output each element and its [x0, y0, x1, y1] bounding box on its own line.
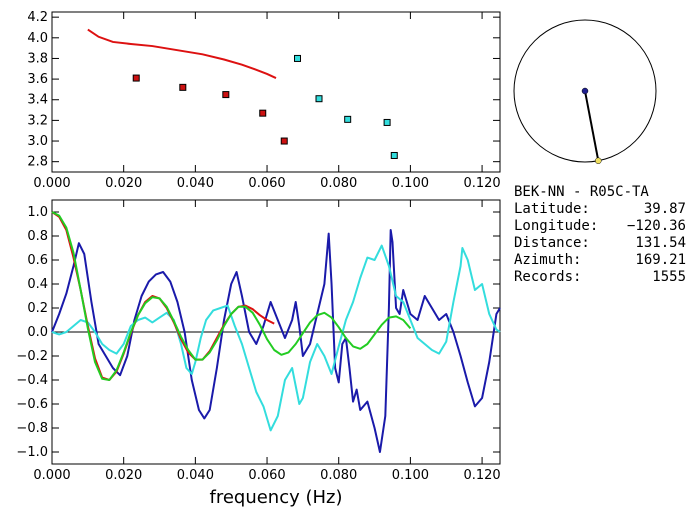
cyan-point: [315, 95, 323, 103]
distance-value: 131.54: [635, 235, 686, 251]
bottom-xtick-label: 0.120: [463, 468, 500, 483]
azimuth-label: Azimuth:: [514, 252, 582, 268]
top-xtick-label: 0.120: [463, 176, 500, 191]
azimuth-line: [584, 90, 600, 161]
top-ytick-label: 3.2: [27, 113, 48, 128]
top-xtick-label: 0.000: [33, 176, 70, 191]
top-xtick-label: 0.060: [248, 176, 285, 191]
cyan-point: [294, 54, 302, 62]
bottom-ytick-label: −0.2: [16, 349, 48, 364]
cyan-point: [383, 118, 391, 126]
info-row-latitude: Latitude: 39.87: [514, 201, 686, 218]
info-row-records: Records: 1555: [514, 269, 686, 286]
series-blue-line: [51, 229, 501, 453]
bottom-xtick-label: 0.100: [392, 468, 429, 483]
top-xtick-label: 0.100: [392, 176, 429, 191]
red-point: [179, 83, 187, 91]
x-axis-label: frequency (Hz): [209, 487, 342, 508]
bottom-ytick-label: −0.4: [16, 373, 48, 388]
bottom-ytick-label: −0.6: [16, 397, 48, 412]
bottom-ytick-label: 0.0: [27, 325, 48, 340]
top-ytick-label: 4.0: [27, 31, 48, 46]
bottom-xtick-label: 0.060: [248, 468, 285, 483]
bottom-ytick-label: −1.0: [16, 445, 48, 460]
azimuth-circle-outline: [513, 19, 657, 163]
red-point: [132, 74, 140, 82]
bottom-xtick-label: 0.000: [33, 468, 70, 483]
top-ytick-label: 3.8: [27, 51, 48, 66]
top-ytick-label: 4.2: [27, 10, 48, 25]
endpoint-dot: [595, 157, 602, 164]
bottom-xtick-label: 0.020: [105, 468, 142, 483]
red-point: [280, 137, 288, 145]
series-green-line: [51, 211, 412, 381]
dispersion-curve: [87, 28, 277, 79]
correlation-plot: 0.000 0.020 0.040 0.060 0.080 0.100 0.120 −1.0 −…: [16, 199, 501, 508]
cyan-point: [390, 151, 398, 159]
top-xtick-label: 0.040: [177, 176, 214, 191]
azimuth-circle: [513, 19, 657, 164]
top-ytick-label: 3.0: [27, 134, 48, 149]
top-frame: [51, 11, 501, 173]
info-row-longitude: Longitude: −120.36: [514, 218, 686, 235]
bottom-ytick-label: 0.6: [27, 253, 48, 268]
azimuth-value: 169.21: [635, 252, 686, 268]
top-ytick-label: 3.6: [27, 72, 48, 87]
distance-label: Distance:: [514, 235, 590, 251]
latitude-label: Latitude:: [514, 201, 590, 217]
records-value: 1555: [652, 269, 686, 285]
top-ytick-label: 3.4: [27, 93, 48, 108]
series-red-line: [51, 211, 275, 381]
latitude-value: 39.87: [643, 201, 686, 217]
station-info: BEK-NN - R05C-TA Latitude: 39.87 Longitud…: [514, 184, 686, 286]
series-cyan-line: [51, 244, 501, 432]
longitude-label: Longitude:: [514, 218, 599, 234]
dispersion-plot: 0.000 0.020 0.040 0.060 0.080 0.100 0.120 2.8 3.…: [27, 10, 500, 191]
bottom-xtick-label: 0.040: [177, 468, 214, 483]
top-xtick-label: 0.020: [105, 176, 142, 191]
top-ytick-label: 2.8: [27, 155, 48, 170]
records-label: Records:: [514, 269, 582, 285]
bottom-ytick-label: 0.8: [27, 229, 48, 244]
longitude-value: −120.36: [626, 218, 686, 234]
bottom-ytick-label: 1.0: [27, 205, 48, 220]
red-point: [222, 91, 230, 99]
info-row-azimuth: Azimuth: 169.21: [514, 252, 686, 269]
info-row-distance: Distance: 131.54: [514, 235, 686, 252]
cyan-point: [344, 115, 352, 123]
bottom-ytick-label: 0.4: [27, 277, 48, 292]
center-dot: [581, 87, 589, 95]
red-point: [259, 109, 267, 117]
bottom-xtick-label: 0.080: [320, 468, 357, 483]
top-xtick-label: 0.080: [320, 176, 357, 191]
station-pair: BEK-NN - R05C-TA: [514, 184, 649, 200]
bottom-ytick-label: 0.2: [27, 301, 48, 316]
bottom-ytick-label: −0.8: [16, 421, 48, 436]
